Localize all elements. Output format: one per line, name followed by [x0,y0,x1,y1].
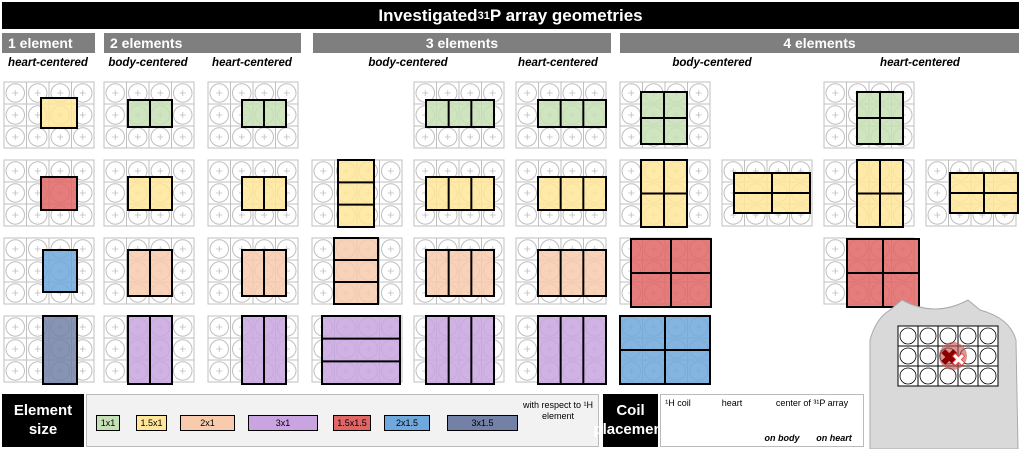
svg-text:✖: ✖ [951,350,966,370]
on-heart-label: on heart [816,433,852,443]
array-2el-heart-3x1 [241,315,287,385]
group-header-3: 3 elements [313,33,611,53]
torso-icon: ✖✖ [869,299,1019,449]
on-body-label: on body [764,433,800,443]
array-3el-body-1.5x1-vertical [337,159,375,228]
size-swatch-1.5x1: 1.5x1 [136,415,167,431]
subheader-4-body: body-centered [672,57,752,69]
array-1el-2x1.5 [42,249,78,293]
array-4el-body-1.5x1 [640,159,688,228]
subheader-2-heart: heart-centered [212,57,292,69]
subheader-1-heart: heart-centered [8,57,88,69]
coil-placement-legend [660,394,864,447]
group-header-4: 4 elements [620,33,1019,53]
subheader-3-body: body-centered [368,57,448,69]
title-sup: 31 [477,9,490,22]
array-4el-heart-1.5x1 [856,159,904,228]
array-4el-heart-1x1 [856,91,904,145]
title-suffix: P array geometries [489,5,643,25]
element-size-title: Element size [2,394,84,447]
size-swatch-3x1: 3x1 [248,415,318,431]
array-3el-heart-3x1 [537,315,607,385]
h-coil-label: ¹H coil [665,398,691,408]
array-3el-body-3x1-horizontal [321,315,401,385]
array-2el-body-2x1 [127,249,173,297]
array-1el-1.5x1 [40,97,78,129]
array-3el-body-1x1 [425,99,495,128]
title-prefix: Investigated [378,5,478,25]
array-4el-heart-1.5x1.5 [846,238,920,308]
group-header-2: 2 elements [104,33,301,53]
array-1el-1.5x1.5 [40,176,78,211]
array-3el-heart-1x1 [537,99,607,128]
array-3el-body-3x1 [425,315,495,385]
svg-text:✖: ✖ [940,345,958,370]
group-header-1: 1 element [2,33,95,53]
page-title: Investigated 31 P array geometries [2,2,1019,29]
array-3el-heart-1.5x1 [537,176,607,211]
array-3el-heart-2x1 [537,249,607,297]
array-2el-heart-1x1 [241,99,287,128]
array-4el-body-1.5x1.5 [630,238,712,308]
size-swatch-1.5x1.5: 1.5x1.5 [333,415,371,431]
array-3el-body-1.5x1 [425,176,495,211]
size-swatch-2x1.5: 2x1.5 [384,415,430,431]
array-2el-body-1x1 [127,99,173,128]
array-3el-body-2x1-vertical [333,237,379,305]
array-2el-body-1.5x1 [127,176,173,211]
array-4el-body-2x1.5 [619,315,711,385]
subheader-3-heart: heart-centered [518,57,598,69]
subheader-2-body: body-centered [108,57,188,69]
array-2el-body-3x1 [127,315,173,385]
array-4el-heart-1.5x1-horizontal [949,172,1019,214]
array-4el-body-1.5x1-horizontal [733,172,811,214]
with-respect-label: with respect to ¹H element [522,400,594,421]
array-2el-heart-2x1 [241,249,287,297]
array-3el-body-2x1 [425,249,495,297]
array-4el-body-1x1 [640,91,688,145]
subheader-4-heart: heart-centered [880,57,960,69]
size-swatch-1x1: 1x1 [96,415,120,431]
array-1el-3x1.5 [42,315,78,385]
heart-label: heart [721,398,743,408]
array-2el-heart-1.5x1 [241,176,287,211]
center-label: center of ³¹P array [775,398,849,408]
size-swatch-3x1.5: 3x1.5 [447,415,518,431]
size-swatch-2x1: 2x1 [180,415,235,431]
coil-placement-title: Coil placement [593,394,668,447]
